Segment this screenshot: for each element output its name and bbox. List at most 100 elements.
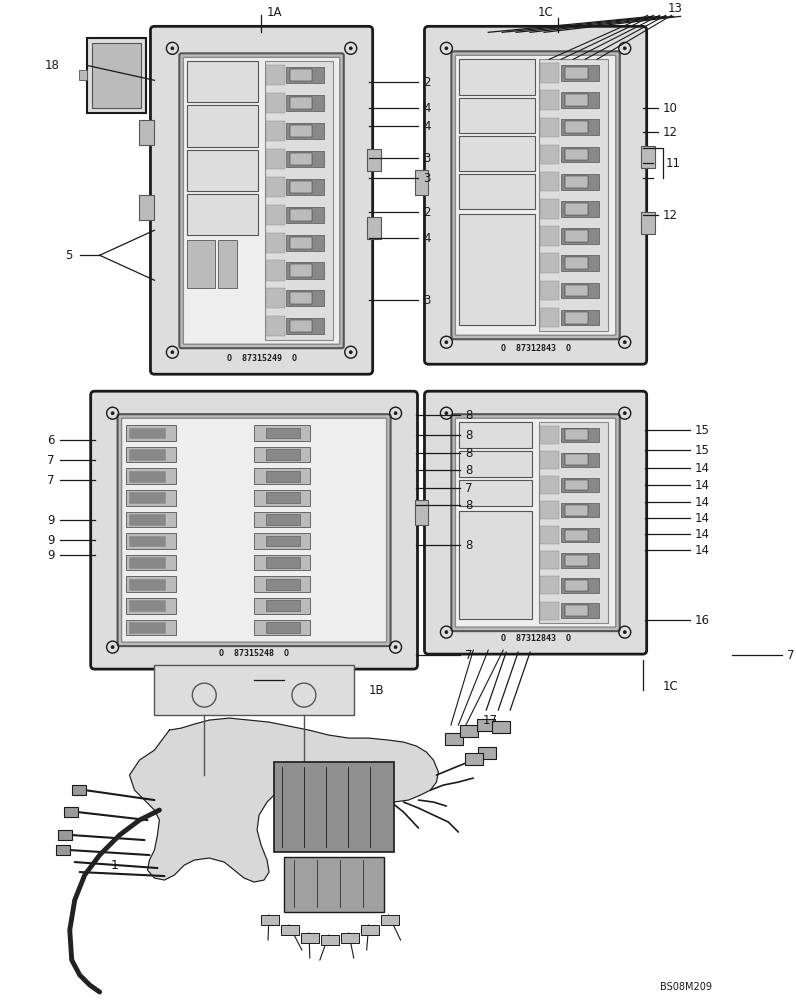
Bar (492, 721, 510, 733)
Bar (565, 121, 587, 133)
Bar (459, 59, 536, 95)
Bar (264, 61, 333, 340)
Bar (291, 292, 312, 304)
FancyBboxPatch shape (179, 53, 344, 348)
Text: 16: 16 (694, 614, 709, 627)
Circle shape (445, 341, 448, 344)
Bar (459, 136, 536, 171)
Bar (539, 422, 608, 623)
Bar (466, 753, 483, 765)
Bar (540, 602, 560, 620)
Bar (281, 925, 299, 935)
Bar (128, 492, 165, 503)
Bar (561, 65, 599, 81)
Bar (139, 120, 154, 145)
Bar (540, 576, 560, 594)
Text: 15: 15 (694, 424, 709, 437)
Bar (126, 533, 177, 549)
Bar (266, 316, 285, 336)
Text: 4: 4 (423, 102, 431, 115)
Bar (126, 620, 177, 635)
Bar (540, 308, 560, 327)
Bar (266, 622, 300, 633)
Circle shape (111, 646, 114, 649)
Bar (128, 579, 165, 590)
FancyBboxPatch shape (424, 26, 646, 364)
Bar (561, 119, 599, 135)
Bar (266, 233, 285, 253)
Bar (565, 203, 587, 215)
Bar (64, 807, 78, 817)
Bar (565, 505, 587, 516)
Bar (540, 90, 560, 110)
Text: O  87315248  O: O 87315248 O (219, 649, 289, 658)
Bar (540, 63, 560, 83)
Bar (126, 598, 177, 614)
Bar (565, 230, 587, 242)
Bar (565, 176, 587, 188)
Text: 8: 8 (466, 539, 473, 552)
Text: 4: 4 (423, 120, 431, 133)
Circle shape (171, 351, 174, 354)
Bar (291, 237, 312, 249)
Bar (287, 123, 324, 139)
Bar (459, 98, 536, 133)
Bar (565, 555, 587, 566)
Bar (128, 600, 165, 611)
Bar (266, 428, 300, 438)
Bar (128, 557, 165, 568)
Bar (266, 288, 285, 308)
Bar (565, 67, 587, 79)
Bar (367, 149, 380, 171)
Text: 10: 10 (662, 102, 677, 115)
Bar (459, 511, 533, 619)
Text: 1: 1 (111, 859, 119, 872)
Text: 3: 3 (423, 294, 431, 307)
Bar (561, 428, 599, 442)
Bar (58, 830, 72, 840)
Text: 9: 9 (47, 549, 55, 562)
Bar (561, 255, 599, 271)
Text: 2: 2 (423, 76, 431, 89)
Bar (459, 422, 533, 448)
Text: 14: 14 (694, 462, 709, 475)
Text: 13: 13 (668, 2, 682, 15)
Bar (540, 253, 560, 273)
Bar (266, 514, 300, 525)
Bar (561, 283, 599, 298)
FancyBboxPatch shape (183, 57, 340, 344)
FancyBboxPatch shape (424, 391, 646, 654)
Bar (459, 174, 536, 209)
FancyBboxPatch shape (122, 418, 387, 642)
FancyBboxPatch shape (455, 418, 616, 627)
Bar (561, 603, 599, 618)
Text: 11: 11 (665, 157, 681, 170)
Bar (126, 447, 177, 462)
Bar (128, 428, 165, 438)
Bar (459, 451, 533, 477)
Bar (287, 207, 324, 223)
Bar (341, 933, 359, 943)
Bar (254, 425, 310, 441)
Bar (266, 205, 285, 225)
Bar (254, 512, 310, 527)
Bar (266, 492, 300, 503)
Text: 14: 14 (694, 496, 709, 509)
Bar (187, 150, 259, 191)
Bar (565, 285, 587, 296)
Bar (254, 468, 310, 484)
Bar (139, 195, 154, 220)
Bar (266, 557, 300, 568)
Bar (540, 226, 560, 246)
Bar (254, 555, 310, 570)
Text: O  87315249  O: O 87315249 O (227, 354, 297, 363)
Circle shape (623, 47, 626, 50)
Bar (92, 43, 142, 108)
FancyBboxPatch shape (451, 414, 620, 631)
Bar (540, 426, 560, 444)
Bar (565, 94, 587, 106)
Bar (126, 576, 177, 592)
Bar (291, 69, 312, 81)
Bar (266, 65, 285, 85)
Text: O  87312843  O: O 87312843 O (501, 344, 571, 353)
